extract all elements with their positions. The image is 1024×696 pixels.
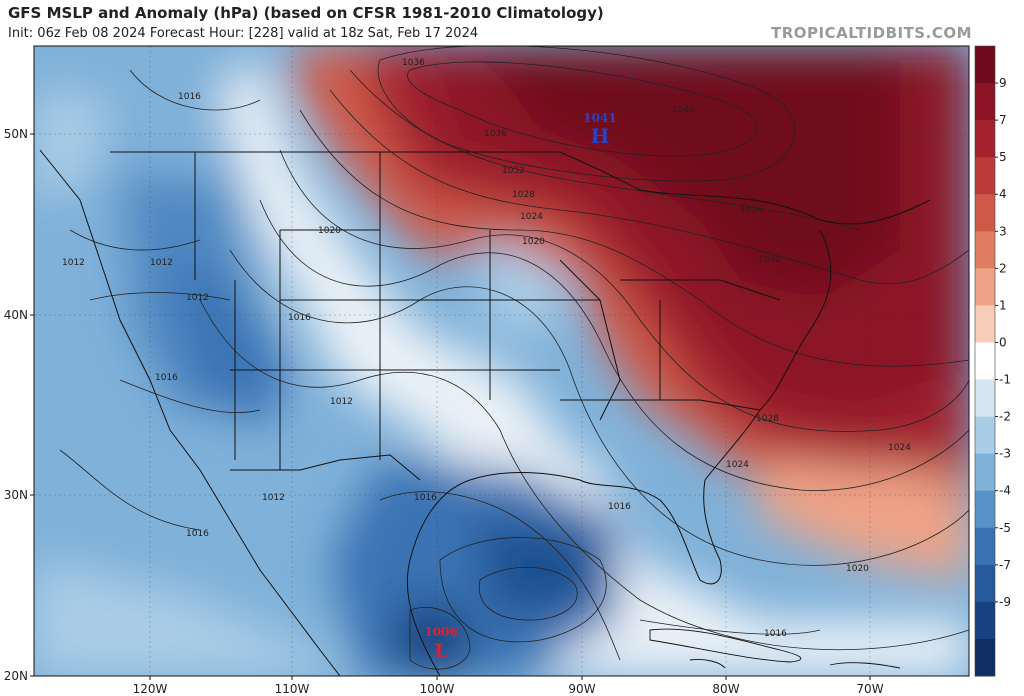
low-pressure-value: 1006	[424, 625, 457, 639]
contour-label: 1012	[330, 397, 353, 407]
lon-label-100w: 100W	[420, 682, 455, 696]
high-pressure-value: 1041	[583, 111, 616, 125]
contour-label: 1036	[402, 58, 425, 68]
contour-label: 1016	[186, 529, 209, 539]
colorbar-label: 1	[999, 298, 1007, 312]
contour-label: 1016	[414, 493, 437, 503]
colorbar-swatch	[975, 379, 995, 418]
contour-label: 1040	[672, 105, 695, 115]
colorbar-swatch	[975, 120, 995, 158]
contour-label: 1012	[62, 258, 85, 268]
colorbar-swatch	[975, 46, 995, 84]
contour-label: 1024	[726, 460, 749, 470]
colorbar-swatch	[975, 601, 995, 640]
colorbar-label: -5	[999, 521, 1011, 535]
colorbar-swatch	[975, 453, 995, 492]
contour-label: 1020	[318, 226, 341, 236]
contour-label: 1016	[178, 92, 201, 102]
map-title: GFS MSLP and Anomaly (hPa) (based on CFS…	[8, 4, 604, 22]
colorbar-swatch	[975, 231, 995, 269]
longitude-axis: 120W 110W 100W 90W 80W 70W	[133, 676, 884, 696]
colorbar-label: 7	[999, 113, 1007, 127]
contour-labels: 1036 1040 1036 1032 1028 1024 1020 1036 …	[62, 58, 911, 639]
contour-label: 1016	[155, 373, 178, 383]
latitude-axis: 50N 40N 30N 20N	[4, 127, 34, 683]
lat-label-20n: 20N	[4, 669, 28, 683]
contour-label: 1016	[608, 502, 631, 512]
colorbar-label: -9	[999, 595, 1011, 609]
contour-label: 1012	[262, 493, 285, 503]
colorbar-label: -3	[999, 447, 1011, 461]
lat-label-40n: 40N	[4, 308, 28, 322]
low-pressure-letter: L	[434, 639, 448, 663]
brand-watermark: TROPICALTIDBITS.COM	[771, 24, 972, 42]
anomaly-colorbar: 9 7 5 4 3 2 1 0 -1 -2 -3 -4 -5 -7 -9	[974, 45, 1011, 677]
contour-label: 1016	[288, 313, 311, 323]
colorbar-swatch	[975, 157, 995, 195]
lon-label-70w: 70W	[856, 682, 883, 696]
colorbar-swatch	[975, 194, 995, 232]
lat-label-30n: 30N	[4, 488, 28, 502]
borders	[39, 149, 931, 676]
contour-label: 1032	[758, 255, 781, 265]
colorbar-swatch	[975, 305, 995, 343]
colorbar-swatch	[975, 527, 995, 566]
colorbar-swatch	[975, 342, 995, 381]
contour-label: 1024	[520, 212, 543, 222]
colorbar-label: 2	[999, 261, 1007, 275]
colorbar-swatch	[975, 268, 995, 306]
anomaly-field	[34, 46, 969, 676]
colorbar-swatch	[975, 416, 995, 455]
map-frame	[33, 45, 970, 677]
low-pressure-center: 1006 L	[424, 625, 457, 663]
lon-label-90w: 90W	[568, 682, 595, 696]
contour-label: 1020	[522, 237, 545, 247]
colorbar-label: -4	[999, 484, 1011, 498]
colorbar-label: 9	[999, 76, 1007, 90]
colorbar-swatch	[975, 564, 995, 603]
colorbar-label: 5	[999, 150, 1007, 164]
contour-label: 1024	[888, 443, 911, 453]
lat-label-50n: 50N	[4, 127, 28, 141]
high-pressure-letter: H	[591, 124, 610, 148]
colorbar-label: -1	[999, 373, 1011, 387]
colorbar-label: -7	[999, 558, 1011, 572]
isobar-contours	[59, 46, 969, 670]
contour-label: 1036	[740, 205, 763, 215]
colorbar-label: -2	[999, 410, 1011, 424]
contour-label: 1012	[186, 293, 209, 303]
lon-label-120w: 120W	[133, 682, 168, 696]
lon-label-80w: 80W	[712, 682, 739, 696]
high-pressure-center: 1041 H	[583, 111, 616, 148]
contour-label: 1012	[150, 258, 173, 268]
contour-label: 1032	[502, 166, 525, 176]
contour-label: 1036	[484, 129, 507, 139]
colorbar-swatch	[975, 638, 995, 677]
colorbar-label: 4	[999, 187, 1007, 201]
contour-label: 1020	[846, 564, 869, 574]
contour-label: 1028	[512, 190, 535, 200]
colorbar-label: 0	[999, 335, 1007, 349]
contour-label: 1016	[764, 629, 787, 639]
colorbar-swatch	[975, 490, 995, 529]
lon-label-110w: 110W	[275, 682, 310, 696]
contour-label: 1028	[756, 414, 779, 424]
colorbar-label: 3	[999, 224, 1007, 238]
colorbar-swatch	[975, 83, 995, 121]
map-subtitle: Init: 06z Feb 08 2024 Forecast Hour: [22…	[8, 26, 479, 41]
